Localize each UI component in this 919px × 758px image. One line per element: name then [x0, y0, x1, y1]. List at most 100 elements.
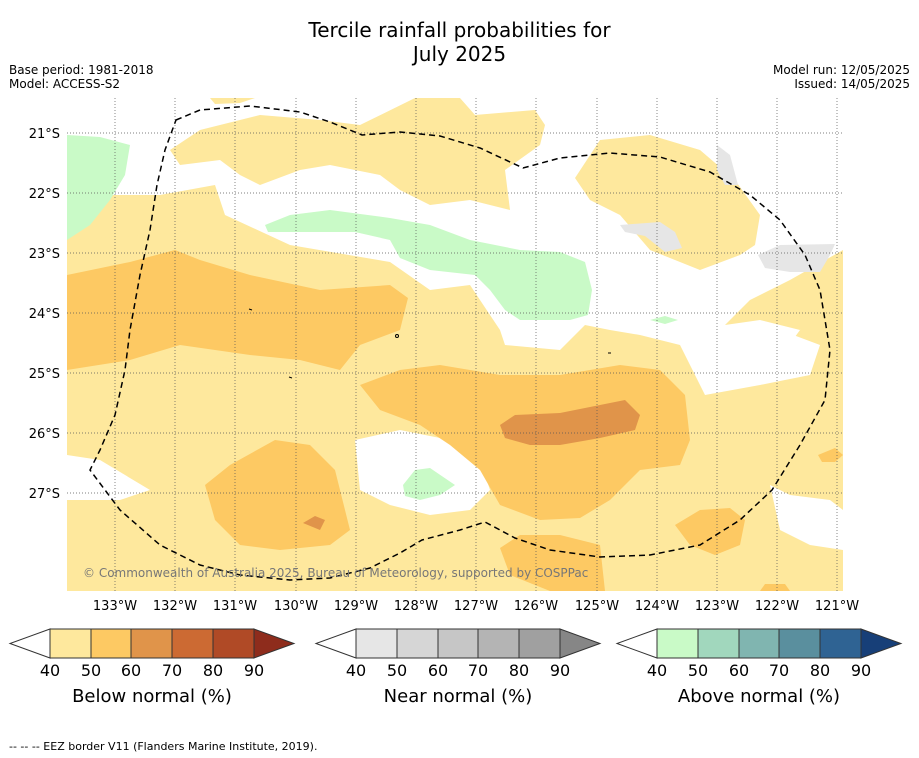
lon-label: 123°W — [695, 599, 739, 614]
island-markers — [248, 308, 611, 379]
colorbar-swatch — [396, 628, 439, 659]
colorbar-tick: 70 — [769, 661, 789, 680]
below-normal-60-region — [500, 400, 640, 445]
colorbar-tick: 50 — [387, 661, 407, 680]
lon-label: 125°W — [575, 599, 619, 614]
colorbar-tick: 40 — [346, 661, 366, 680]
colorbar-swatch — [656, 628, 699, 659]
lat-label: 21°S — [29, 127, 60, 142]
colorbar-tick: 70 — [468, 661, 488, 680]
colorbar-swatch — [518, 628, 561, 659]
graticule — [67, 98, 843, 591]
colorbar-tick: 40 — [40, 661, 60, 680]
above-normal-40-region — [650, 316, 678, 324]
colorbar-swatch — [477, 628, 520, 659]
meta-left: Base period: 1981-2018 Model: ACCESS-S2 — [9, 63, 154, 91]
colorbar-row: 40 50 60 70 80 90 40 50 60 70 80 90 — [8, 628, 903, 680]
colorbar-swatch — [212, 628, 255, 659]
lon-label: 127°W — [454, 599, 498, 614]
lon-label: 122°W — [755, 599, 799, 614]
colorbar-lower-extension — [8, 628, 51, 659]
lon-label: 130°W — [274, 599, 318, 614]
lon-label: 131°W — [213, 599, 257, 614]
colorbar-tick: 60 — [729, 661, 749, 680]
colorbar-tick: 90 — [244, 661, 264, 680]
title-line-2: July 2025 — [412, 42, 507, 66]
below-normal-40-region — [170, 98, 545, 210]
colorbar-near-normal: 40 50 60 70 80 90 — [314, 628, 602, 680]
base-period: Base period: 1981-2018 — [9, 63, 154, 77]
colorbar-above-normal: 40 50 60 70 80 90 — [615, 628, 903, 680]
colorbar-label-above: Above normal (%) — [677, 686, 841, 707]
colorbar-swatch — [49, 628, 92, 659]
lat-label: 23°S — [29, 247, 60, 262]
model-name: Model: ACCESS-S2 — [9, 77, 121, 91]
no-dominant-region — [770, 485, 843, 550]
copyright-note: © Commonwealth of Australia 2025, Bureau… — [83, 566, 588, 580]
colorbar-swatch — [738, 628, 780, 659]
colorbar-label-near: Near normal (%) — [383, 686, 533, 707]
lon-label: 126°W — [514, 599, 558, 614]
longitude-labels: 133°W 132°W 131°W 130°W 129°W 128°W 127°… — [93, 599, 859, 614]
above-normal-40-region — [265, 210, 592, 320]
eez-border-line — [89, 105, 831, 581]
colorbar-upper-extension — [253, 628, 296, 659]
below-normal-40-region — [575, 135, 760, 270]
colorbar-tick: 60 — [121, 661, 141, 680]
lat-label: 22°S — [29, 187, 60, 202]
lat-label: 26°S — [29, 427, 60, 442]
model-run: Model run: 12/05/2025 — [772, 63, 910, 77]
colorbar-tick: 60 — [428, 661, 448, 680]
colorbar-below-normal: 40 50 60 70 80 90 — [8, 628, 296, 680]
above-normal-40-region — [67, 135, 130, 240]
colorbar-lower-extension — [615, 628, 658, 659]
colorbar-tick: 80 — [203, 661, 223, 680]
below-normal-50-region — [760, 584, 790, 591]
no-dominant-region — [730, 330, 820, 385]
colorbar-swatch — [90, 628, 132, 659]
latitude-labels: 21°S 22°S 23°S 24°S 25°S 26°S 27°S — [29, 127, 60, 502]
below-normal-50-region — [675, 508, 745, 555]
colorbar-label-below: Below normal (%) — [72, 686, 232, 707]
colorbar-swatch — [778, 628, 821, 659]
lon-label: 132°W — [153, 599, 197, 614]
lon-label: 129°W — [334, 599, 378, 614]
map-title: Tercile rainfall probabilities for July … — [0, 18, 919, 66]
below-normal-40-region — [210, 98, 255, 104]
colorbar-tick: 90 — [550, 661, 570, 680]
lon-label: 128°W — [394, 599, 438, 614]
below-normal-50-region — [67, 250, 408, 370]
colorbar-tick: 80 — [810, 661, 830, 680]
lat-label: 27°S — [29, 487, 60, 502]
lat-label: 25°S — [29, 367, 60, 382]
colorbar-tick: 90 — [851, 661, 871, 680]
colorbar-tick: 40 — [647, 661, 667, 680]
eez-legend-note: -- -- -- EEZ border V11 (Flanders Marine… — [9, 740, 318, 753]
colorbar-tick: 50 — [81, 661, 101, 680]
colorbar-upper-extension — [559, 628, 602, 659]
rainfall-map: 21°S 22°S 23°S 24°S 25°S 26°S 27°S 133°W… — [29, 98, 859, 614]
colorbar-swatch — [819, 628, 862, 659]
lat-label: 24°S — [29, 307, 60, 322]
below-normal-50-region — [500, 535, 605, 591]
colorbar-swatch — [130, 628, 173, 659]
colorbar-tick: 80 — [509, 661, 529, 680]
colorbar-swatch — [355, 628, 398, 659]
no-dominant-region — [67, 455, 150, 500]
colorbar-tick: 70 — [162, 661, 182, 680]
below-normal-60-region — [303, 516, 325, 530]
colorbar-tick: 50 — [688, 661, 708, 680]
lon-label: 133°W — [93, 599, 137, 614]
near-normal-40-region — [717, 145, 738, 185]
probability-fields — [67, 98, 843, 591]
title-line-1: Tercile rainfall probabilities for — [308, 18, 611, 42]
colorbar-swatch — [697, 628, 740, 659]
colorbar-upper-extension — [860, 628, 903, 659]
lon-label: 121°W — [815, 599, 859, 614]
issued-date: Issued: 14/05/2025 — [794, 77, 910, 91]
colorbar-swatch — [171, 628, 214, 659]
colorbar-lower-extension — [314, 628, 357, 659]
colorbar-swatch — [437, 628, 479, 659]
meta-right: Model run: 12/05/2025 Issued: 14/05/2025 — [773, 63, 910, 91]
lon-label: 124°W — [635, 599, 679, 614]
